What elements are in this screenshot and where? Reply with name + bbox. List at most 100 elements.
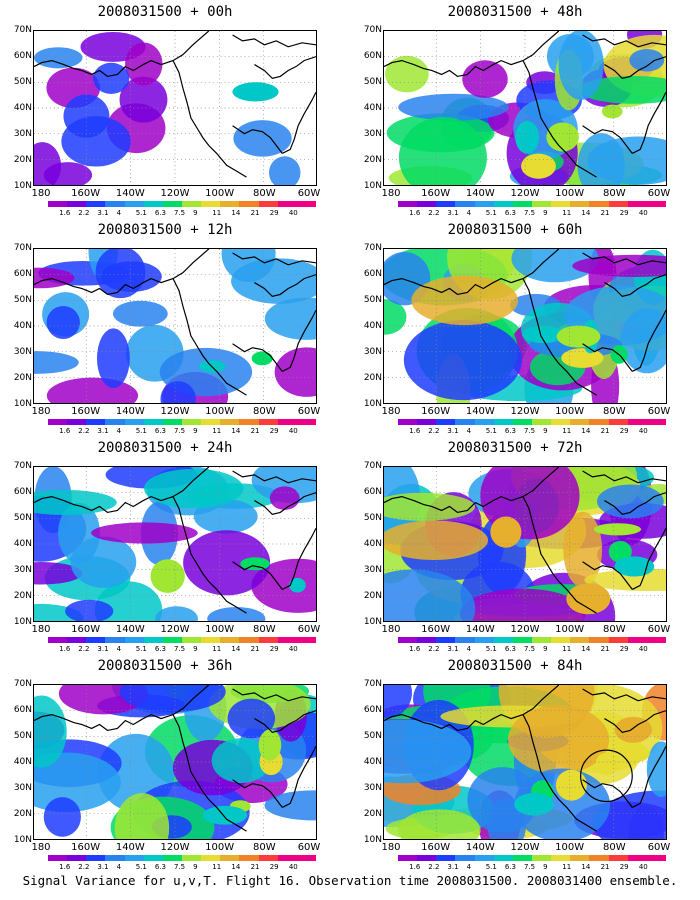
panel-title: 2008031500 + 84h: [447, 658, 583, 674]
variance-core: [232, 82, 279, 102]
colorbar-label: 6.3: [504, 645, 516, 653]
colorbar-label: 3.1: [97, 863, 109, 871]
variance-field: [34, 249, 316, 403]
colorbar-label: 1.6: [59, 209, 71, 217]
variance-core: [240, 557, 270, 571]
latitude-tick-label: 40N: [363, 103, 382, 113]
map-panel: 2008031500 + 48h 70N 60N 50N 40N 30N 20N 10N 180…: [350, 0, 680, 218]
colorbar-label: 14: [231, 863, 241, 871]
colorbar-label: 2.2: [78, 645, 90, 653]
colorbar-swatch: [181, 855, 202, 861]
colorbar-swatch: [143, 637, 163, 643]
colorbar-label: 40: [638, 863, 648, 871]
colorbar-swatch: [258, 637, 278, 643]
colorbar-swatch: [86, 637, 106, 643]
variance-blob: [207, 606, 266, 621]
colorbar-swatch: [493, 419, 513, 425]
latitude-tick-label: 40N: [363, 321, 382, 331]
colorbar-label: 7.5: [524, 645, 536, 653]
colorbar-swatch: [589, 637, 609, 643]
colorbar-swatch: [86, 855, 106, 861]
variance-blob: [572, 254, 666, 277]
variance-core: [601, 104, 623, 119]
colorbar-label: 7.5: [174, 645, 186, 653]
variance-blob: [144, 468, 244, 509]
colorbar-label: 3.1: [97, 645, 109, 653]
longitude-tick-label: 180: [381, 842, 401, 853]
longitude-tick-label: 100W: [555, 624, 585, 635]
colorbar-swatch: [512, 855, 532, 861]
variance-core: [150, 559, 185, 593]
variance-blob: [269, 156, 301, 185]
colorbar-swatch: [551, 419, 571, 425]
variance-field: [384, 685, 666, 839]
colorbar-label: 14: [231, 209, 241, 217]
colorbar-label: 11: [212, 645, 222, 653]
colorbar-swatch: [201, 419, 221, 425]
colorbar-swatch: [455, 637, 475, 643]
colorbar: [48, 637, 316, 643]
latitude-tick-label: 40N: [363, 757, 382, 767]
colorbar-swatch: [417, 201, 437, 207]
latitude-tick-label: 30N: [13, 783, 32, 793]
colorbar-label: 1.6: [409, 863, 421, 871]
longitude-tick-label: 80W: [253, 188, 276, 199]
variance-blob: [397, 809, 481, 839]
colorbar-swatch: [570, 855, 590, 861]
longitude-tick-label: 60W: [297, 188, 321, 199]
variance-core: [522, 325, 565, 344]
colorbar-label: 21: [250, 427, 260, 435]
colorbar-swatch: [105, 201, 125, 207]
longitude-tick-label: 60W: [297, 624, 321, 635]
latitude-tick-label: 70N: [13, 679, 32, 689]
colorbar-swatch: [436, 637, 456, 643]
latitude-tick-label: 60N: [363, 269, 382, 279]
colorbar-swatch: [627, 637, 647, 643]
variance-blob: [34, 489, 117, 515]
variance-blob: [384, 520, 489, 560]
longitude-tick-label: 120W: [510, 406, 540, 417]
colorbar-swatch: [201, 637, 221, 643]
colorbar-swatch: [181, 201, 202, 207]
variance-blob: [227, 698, 276, 739]
colorbar-label: 14: [581, 427, 591, 435]
longitude-tick-label: 160W: [421, 406, 451, 417]
colorbar-swatch: [608, 637, 628, 643]
longitude-tick-label: 180: [381, 406, 401, 417]
colorbar-label: 7.5: [174, 427, 186, 435]
colorbar-label: 40: [638, 427, 648, 435]
longitude-tick-label: 100W: [205, 406, 235, 417]
variance-blob: [46, 305, 80, 339]
colorbar-swatch: [646, 419, 666, 425]
colorbar-swatch: [258, 419, 278, 425]
latitude-tick-label: 50N: [13, 77, 32, 87]
variance-blob: [597, 484, 664, 519]
latitude-tick-label: 50N: [363, 77, 382, 87]
variance-blob: [211, 738, 271, 784]
colorbar-swatch: [277, 637, 297, 643]
colorbar-label: 9: [543, 209, 548, 217]
colorbar-swatch: [551, 201, 571, 207]
colorbar-swatch: [105, 637, 125, 643]
variance-core: [490, 516, 522, 548]
colorbar-label: 2.2: [78, 209, 90, 217]
longitude-tick-label: 80W: [603, 188, 626, 199]
latitude-tick-label: 40N: [13, 321, 32, 331]
latitude-tick-label: 60N: [363, 487, 382, 497]
colorbar-label: 7.5: [174, 863, 186, 871]
longitude-tick-label: 140W: [115, 188, 145, 199]
figure-caption: Signal Variance for u,v,T. Flight 16. Ob…: [22, 873, 678, 888]
colorbar-swatch: [67, 419, 87, 425]
latitude-tick-label: 70N: [13, 461, 32, 471]
colorbar-swatch: [627, 855, 647, 861]
colorbar-label: 7.5: [174, 209, 186, 217]
colorbar-label: 11: [212, 863, 222, 871]
colorbar-swatch: [570, 201, 590, 207]
colorbar-swatch: [239, 201, 259, 207]
colorbar-label: 6.3: [504, 427, 516, 435]
latitude-tick-label: 60N: [363, 705, 382, 715]
longitude-tick-label: 120W: [160, 188, 190, 199]
latitude-tick-label: 50N: [13, 513, 32, 523]
colorbar-label: 6.3: [504, 863, 516, 871]
colorbar-label: 4: [466, 645, 472, 653]
